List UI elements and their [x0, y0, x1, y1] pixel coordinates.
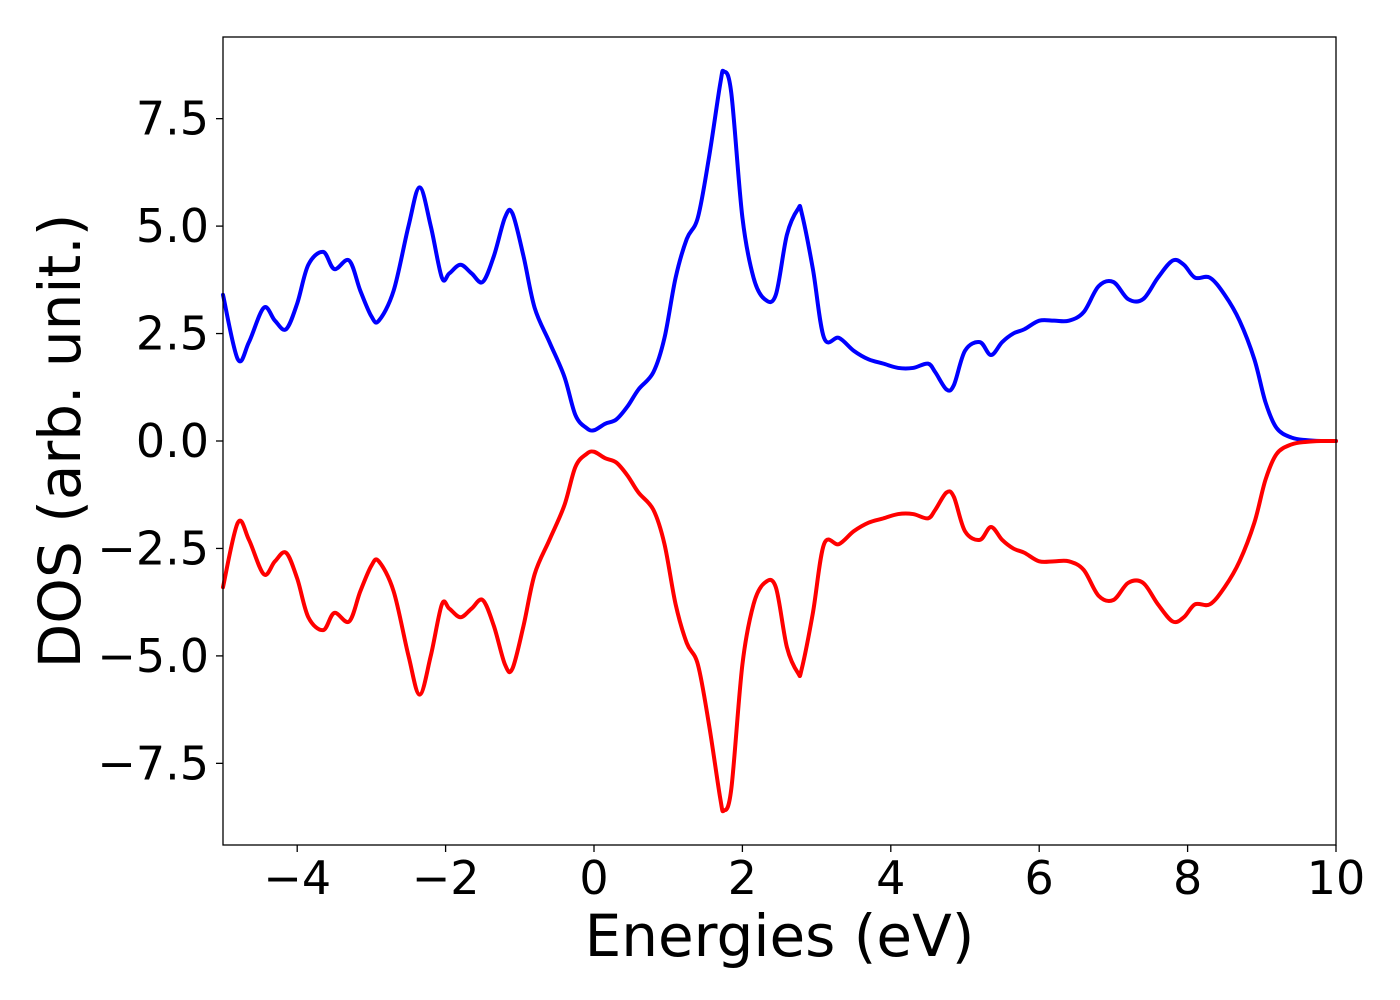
series-layer [221, 68, 1338, 814]
plot-frame [222, 36, 1337, 846]
y-axis-label: DOS (arb. unit.) [26, 214, 94, 669]
y-tick-label: 7.5 [136, 92, 209, 146]
x-axis-label: Energies (eV) [585, 902, 975, 970]
x-tick-label: 6 [1025, 851, 1054, 905]
y-axis-ticks: 7.5 5.0 2.5 0.0 −2.5 −5.0 −7.5 [97, 92, 223, 790]
dos-line-red [221, 438, 1338, 814]
y-tick-label: 5.0 [136, 199, 209, 253]
dos-line-blue [221, 68, 1338, 444]
x-tick-label: 8 [1173, 851, 1202, 905]
y-tick-label: 2.5 [136, 307, 209, 361]
x-axis-ticks: −4 −2 0 2 4 6 8 10 [263, 845, 1365, 905]
x-tick-label: 2 [728, 851, 757, 905]
x-tick-label: −2 [412, 851, 480, 905]
y-tick-label: 0.0 [136, 414, 209, 468]
x-tick-label: 0 [579, 851, 608, 905]
x-tick-label: 10 [1307, 851, 1366, 905]
y-tick-label: −5.0 [97, 629, 209, 683]
x-tick-label: 4 [876, 851, 905, 905]
y-tick-label: −7.5 [97, 736, 209, 790]
y-tick-label: −2.5 [97, 521, 209, 575]
x-tick-label: −4 [263, 851, 331, 905]
